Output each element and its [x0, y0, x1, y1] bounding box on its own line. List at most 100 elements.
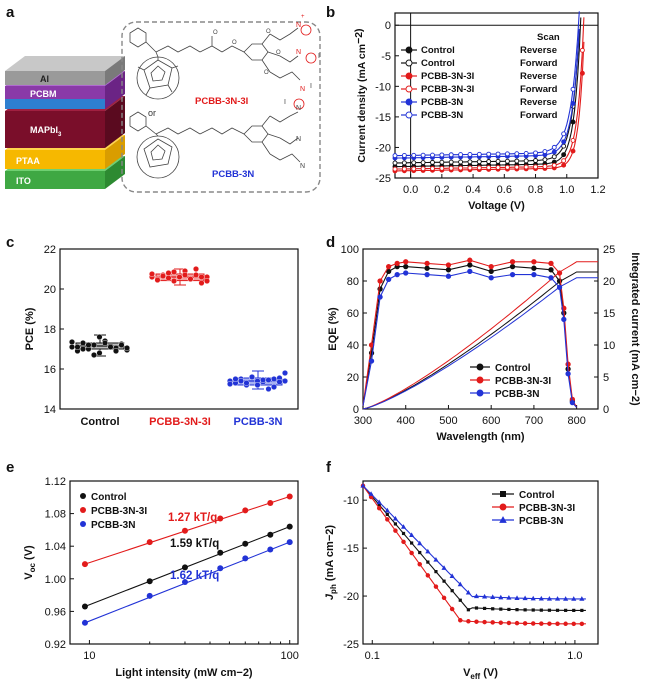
data-point [531, 608, 535, 612]
x-tick-label: 0.6 [497, 184, 512, 196]
slope-label: 1.59 kT/q [170, 538, 219, 550]
y-tick-label: 1.08 [45, 509, 66, 521]
data-point [506, 595, 512, 600]
data-point [226, 381, 233, 388]
x-tick-label: 0.0 [403, 184, 418, 196]
data-point [486, 165, 492, 171]
data-point [449, 606, 455, 612]
data-point [439, 159, 445, 165]
data-point [530, 595, 536, 601]
y-right-tick-label: 20 [603, 276, 615, 288]
y-tick-label: 100 [341, 244, 359, 256]
legend-marker [80, 493, 86, 499]
slope-label: 1.27 kT/q [168, 512, 217, 524]
data-point [176, 274, 183, 281]
data-point [286, 539, 293, 546]
legend-label: PCBB-3N-3I [519, 503, 575, 514]
data-point [81, 619, 88, 626]
data-point [217, 549, 224, 556]
legend-marker [80, 521, 86, 527]
data-point [570, 119, 576, 125]
data-point [96, 350, 103, 357]
data-point [467, 268, 473, 275]
legend-scan: Reverse [520, 71, 557, 82]
legend-label: Control [495, 363, 531, 374]
category-label: PCBB-3N-3I [149, 416, 211, 428]
layer-ptaa-front [5, 150, 105, 169]
y-tick-label: 80 [347, 276, 359, 288]
x-tick-label: 0.8 [528, 184, 543, 196]
data-point [433, 557, 439, 562]
data-point [376, 499, 382, 505]
x-tick-label: 500 [439, 415, 457, 427]
data-point [198, 280, 205, 287]
data-point [68, 339, 75, 346]
y-tick-label: -20 [375, 142, 391, 154]
y-tick-label: 60 [347, 308, 359, 320]
data-point [401, 153, 407, 158]
legend-name: PCBB-3N-3I [421, 84, 474, 95]
data-point [561, 152, 567, 158]
integrated-current-line [362, 261, 598, 410]
legend-label: PCBB-3N [519, 516, 563, 527]
data-point [254, 382, 261, 389]
data-point [276, 379, 283, 386]
y-tick-label: -25 [375, 173, 391, 185]
data-point [392, 166, 398, 172]
data-point [265, 377, 272, 384]
x-tick-label: 400 [397, 415, 415, 427]
x-tick-label: 0.2 [434, 184, 449, 196]
legend-name: PCBB-3N [421, 110, 463, 121]
data-point [504, 158, 510, 164]
y-tick-label: -10 [375, 81, 391, 93]
data-point [198, 274, 205, 281]
integrated-current-line [362, 271, 598, 410]
legend-scan: Forward [520, 110, 558, 121]
svg-text:N: N [296, 136, 301, 143]
data-point [533, 158, 538, 163]
data-point [488, 268, 494, 275]
data-point [561, 316, 567, 323]
layer-pcbm-front [5, 86, 105, 99]
data-point [401, 166, 407, 172]
svg-text:+: + [301, 14, 305, 20]
y-tick-label: -10 [343, 495, 359, 507]
data-point [426, 560, 430, 564]
data-point [482, 606, 487, 611]
molecule-label-top: PCBB-3N-3I [195, 96, 248, 107]
data-point [572, 608, 576, 612]
data-point [433, 584, 439, 589]
data-point [403, 263, 409, 270]
y-right-tick-label: 25 [603, 244, 615, 256]
x-tick-label: 700 [525, 415, 543, 427]
x-tick-label: 300 [354, 415, 372, 427]
data-point [490, 594, 496, 599]
data-point [192, 266, 199, 273]
data-point [476, 151, 482, 157]
data-point [542, 157, 548, 163]
data-point [96, 334, 103, 341]
data-point [476, 165, 482, 171]
y-right-axis-label: Integrated current (mA cm−2) [629, 252, 641, 406]
data-point [563, 596, 569, 601]
data-point [118, 342, 125, 349]
data-point [74, 344, 81, 351]
data-point [411, 160, 417, 166]
y-tick-label: 0.96 [45, 606, 66, 618]
data-point [107, 344, 114, 351]
data-point [514, 158, 520, 164]
data-point [181, 272, 188, 279]
panel-label-b: b [326, 4, 335, 21]
legend-marker [405, 98, 413, 106]
legend-marker [405, 111, 413, 119]
data-point [538, 595, 544, 601]
data-point [417, 540, 423, 546]
data-point [159, 273, 166, 280]
legend-label: PCBB-3N [495, 389, 539, 400]
data-point [486, 159, 492, 164]
data-point [243, 380, 250, 387]
data-point [458, 159, 464, 165]
chart-pce-box: 14 16 18 20 22 PCE (%) Control PCBB-3N-3I PCBB-3… [24, 244, 299, 428]
data-point [441, 595, 447, 601]
data-point [482, 593, 488, 599]
